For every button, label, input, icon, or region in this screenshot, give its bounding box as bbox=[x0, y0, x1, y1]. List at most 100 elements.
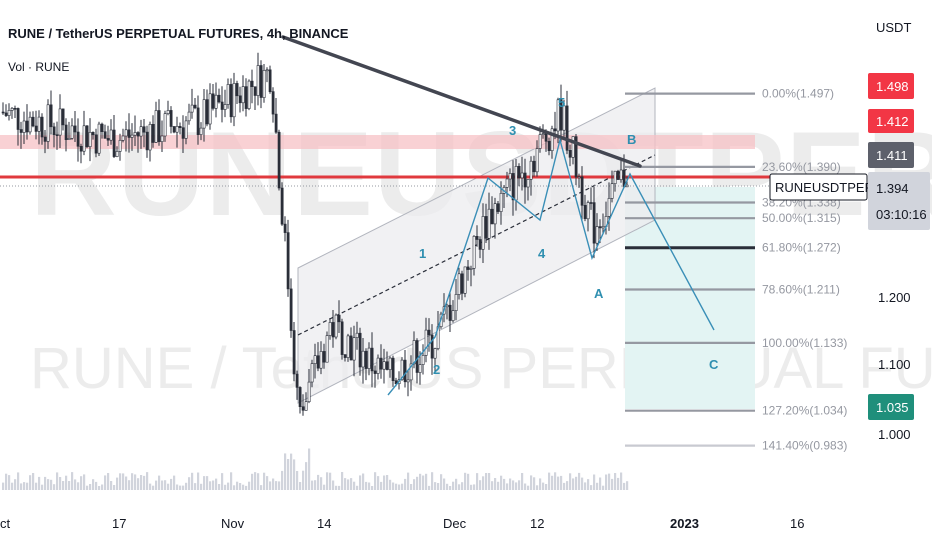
volume-bar bbox=[284, 453, 287, 490]
candle-body bbox=[283, 223, 287, 233]
candle-body bbox=[91, 132, 95, 136]
candle-body bbox=[34, 125, 38, 132]
volume-bar bbox=[461, 482, 464, 490]
volume-bar bbox=[47, 479, 50, 490]
candle-body bbox=[274, 113, 278, 133]
volume-bar bbox=[89, 484, 92, 490]
volume-bar bbox=[524, 483, 527, 490]
candle-body bbox=[262, 70, 266, 98]
volume-bar bbox=[626, 481, 629, 490]
volume-bar bbox=[536, 485, 539, 490]
volume-bar bbox=[299, 482, 302, 490]
candle-body bbox=[499, 193, 503, 212]
candle-body bbox=[256, 65, 260, 96]
candle-body bbox=[553, 128, 557, 132]
volume-bar bbox=[194, 483, 197, 490]
candle-body bbox=[199, 127, 203, 135]
volume-bar bbox=[218, 484, 221, 490]
volume-bar bbox=[71, 472, 74, 490]
candle-body bbox=[415, 340, 419, 373]
volume-bar bbox=[65, 475, 68, 490]
fib-level-label: 127.20%(1.034) bbox=[762, 404, 847, 418]
last-price-text: 1.394 bbox=[876, 181, 909, 196]
candle-body bbox=[295, 373, 299, 388]
volume-bar bbox=[482, 476, 485, 490]
candle-body bbox=[418, 364, 422, 373]
volume-bar bbox=[29, 475, 32, 490]
candle-body bbox=[268, 69, 272, 93]
volume-bar bbox=[95, 481, 98, 490]
candle-body bbox=[265, 69, 269, 72]
candle-body bbox=[238, 95, 242, 104]
volume-bar bbox=[542, 482, 545, 490]
time-tick: 16 bbox=[790, 516, 804, 531]
volume-bar bbox=[428, 485, 431, 490]
badge-gray-text: 1.411 bbox=[876, 148, 908, 163]
candle-body bbox=[538, 134, 542, 149]
volume-bar bbox=[140, 475, 143, 490]
candle-body bbox=[541, 133, 545, 136]
badge-gray: 1.411 bbox=[868, 142, 914, 168]
candle-body bbox=[16, 108, 20, 130]
candle-body bbox=[388, 357, 392, 370]
volume-bar bbox=[308, 448, 311, 490]
time-tick: 17 bbox=[112, 516, 126, 531]
candle-body bbox=[136, 132, 140, 137]
candle-body bbox=[463, 266, 467, 294]
candle-body bbox=[478, 239, 482, 250]
volume-bar bbox=[197, 472, 200, 490]
volume-bar bbox=[491, 481, 494, 490]
volume-bar bbox=[44, 476, 47, 490]
candle-body bbox=[157, 110, 161, 143]
volume-bar bbox=[566, 481, 569, 490]
candle-body bbox=[310, 363, 314, 383]
volume-bar bbox=[158, 475, 161, 490]
volume-label: Vol · RUNE bbox=[8, 60, 69, 74]
candle-body bbox=[244, 86, 248, 109]
volume-bar bbox=[440, 474, 443, 490]
volume-bar bbox=[353, 481, 356, 490]
candle-body bbox=[13, 108, 17, 110]
candle-body bbox=[565, 105, 569, 151]
currency-label: USDT bbox=[876, 20, 911, 35]
volume-bar bbox=[293, 459, 296, 490]
time-tick: ct bbox=[0, 516, 11, 531]
badge-upper-red: 1.498 bbox=[868, 73, 914, 99]
candle-body bbox=[289, 288, 293, 331]
volume-bar bbox=[320, 477, 323, 490]
candle-body bbox=[559, 99, 563, 131]
volume-bar bbox=[587, 479, 590, 490]
candle-body bbox=[127, 129, 131, 138]
volume-bar bbox=[80, 476, 83, 490]
candle-body bbox=[571, 136, 575, 158]
candle-body bbox=[241, 86, 245, 104]
candle-body bbox=[130, 134, 134, 138]
volume-bar bbox=[62, 481, 65, 490]
volume-bar bbox=[497, 481, 500, 490]
candle-body bbox=[37, 116, 41, 132]
volume-bar bbox=[302, 470, 305, 490]
candle-body bbox=[562, 105, 566, 131]
chart-title: RUNE / TetherUS PERPETUAL FUTURES, 4h, B… bbox=[8, 26, 349, 41]
candle-body bbox=[382, 361, 386, 370]
candle-body bbox=[115, 151, 119, 157]
volume-bar bbox=[464, 472, 467, 490]
volume-bar bbox=[260, 485, 263, 490]
candle-body bbox=[19, 129, 23, 133]
candle-body bbox=[64, 124, 68, 140]
candle-body bbox=[532, 160, 536, 173]
volume-bar bbox=[338, 485, 341, 490]
candle-body bbox=[448, 304, 452, 321]
volume-bar bbox=[41, 484, 44, 490]
volume-bar bbox=[362, 473, 365, 490]
fib-level-label: 78.60%(1.211) bbox=[762, 283, 840, 297]
candle-body bbox=[280, 187, 284, 225]
candle-body bbox=[196, 107, 200, 136]
candle-body bbox=[31, 116, 35, 127]
candle-body bbox=[223, 104, 227, 110]
volume-bar bbox=[245, 485, 248, 490]
volume-bar bbox=[257, 473, 260, 490]
volume-bar bbox=[11, 482, 14, 490]
candle-body bbox=[79, 146, 83, 152]
volume-bar bbox=[119, 473, 122, 490]
